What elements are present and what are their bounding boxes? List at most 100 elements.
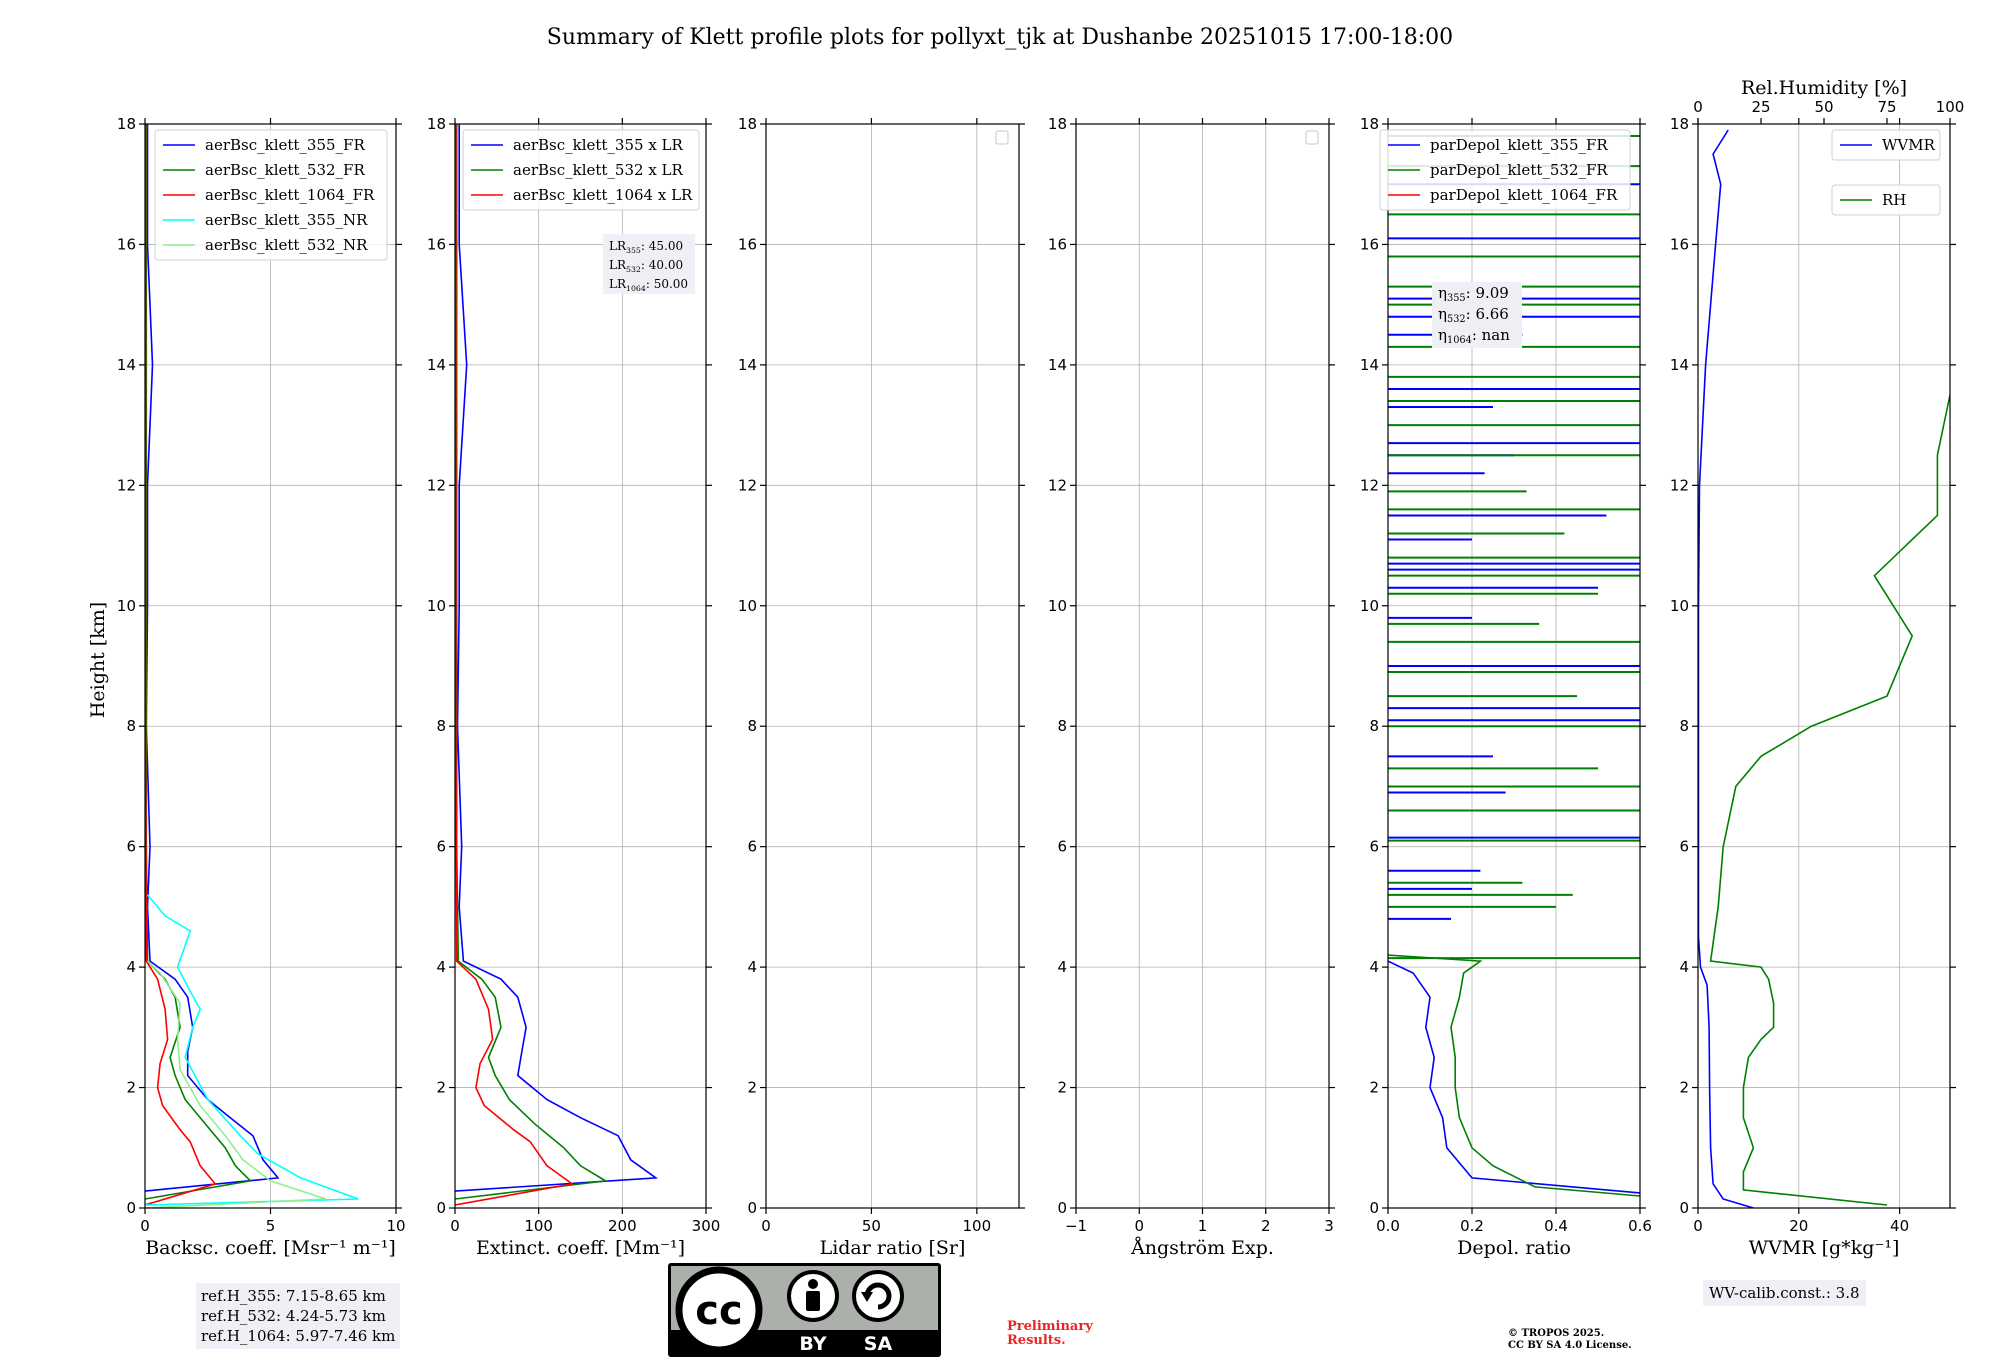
y-tick-label: 18 <box>117 115 136 133</box>
legend-box <box>462 129 700 211</box>
series-line-aerBsc_klett_355_NR <box>145 894 359 1206</box>
panel-lidar_ratio: 0 50 100 0 2 4 6 8 10 12 14 16 18 Lidar ratio [Sr] <box>738 115 1025 1259</box>
legend-backscatter: aerBsc_klett_355_FR aerBsc_klett_532_FRae… <box>154 129 388 261</box>
annotation-symbol: LR <box>609 239 627 253</box>
cc-by-sa-logo: cc BY SA <box>668 1263 941 1357</box>
annotation-box <box>603 234 695 294</box>
legend-label: aerBsc_klett_355_FR <box>205 136 365 154</box>
annotation-subscript: 1064 <box>626 284 646 293</box>
annotation-line: η355: 9.09 <box>1438 284 1509 304</box>
y-tick-label: 16 <box>1670 235 1689 253</box>
annotation-box <box>1432 282 1522 348</box>
x-tick-label: −1 <box>1065 1217 1087 1235</box>
cc-letters: cc <box>695 1288 742 1334</box>
annotation-symbol: LR <box>609 258 627 272</box>
y-tick-label: 4 <box>126 958 136 976</box>
x2-tick-label: 100 <box>1936 98 1965 116</box>
y-tick-label: 8 <box>1679 717 1689 735</box>
annotation-line: LR532: 40.00 <box>609 258 683 274</box>
x-tick-label: 0.0 <box>1376 1217 1400 1235</box>
y-tick-label: 10 <box>1670 597 1689 615</box>
axes-frame <box>765 123 1020 1209</box>
ref-height-1064: ref.H_1064: 5.97-7.46 km <box>201 1327 396 1345</box>
annotation-symbol: η <box>1438 284 1447 302</box>
legend-label: WVMR <box>1882 136 1936 154</box>
legend-box <box>1831 129 1941 161</box>
x-axis-label: Ångström Exp. <box>1130 1237 1274 1259</box>
y-tick-label: 2 <box>436 1079 446 1097</box>
x-tick-label: 200 <box>608 1217 637 1235</box>
y-tick-label: 6 <box>1369 838 1379 856</box>
legend-label: aerBsc_klett_1064 x LR <box>513 186 693 204</box>
y-tick-label: 8 <box>1369 717 1379 735</box>
x-tick-label: 0.2 <box>1460 1217 1484 1235</box>
y-tick-label: 2 <box>1057 1079 1067 1097</box>
y-tick-label: 6 <box>1057 838 1067 856</box>
series-line-aerBsc_klett_1064_FR <box>145 124 217 1206</box>
y-tick-label: 10 <box>1360 597 1379 615</box>
x-tick-label: 100 <box>524 1217 553 1235</box>
cc-circle-icon <box>675 1266 763 1354</box>
y-tick-label: 14 <box>1360 356 1379 374</box>
y-tick-label: 16 <box>1360 235 1379 253</box>
y-tick-label: 6 <box>436 838 446 856</box>
x-tick-label: 0 <box>1693 1217 1703 1235</box>
x-tick-label: 1 <box>1198 1217 1208 1235</box>
x-tick-label: 0 <box>140 1217 150 1235</box>
annotation-symbol: LR <box>609 277 627 291</box>
y-tick-label: 12 <box>1670 476 1689 494</box>
y-tick-label: 4 <box>747 958 757 976</box>
y-tick-label: 8 <box>126 717 136 735</box>
data-layer <box>455 124 659 1206</box>
legend-box <box>1831 184 1941 216</box>
sa-label: SA <box>864 1333 893 1355</box>
x-axis-label: Lidar ratio [Sr] <box>820 1237 966 1259</box>
legend-label: aerBsc_klett_355_NR <box>205 211 368 229</box>
x-tick-label: 0 <box>450 1217 460 1235</box>
y-tick-label: 4 <box>1057 958 1067 976</box>
y-tick-label: 4 <box>1369 958 1379 976</box>
y-tick-label: 18 <box>1360 115 1379 133</box>
series-line-aerBsc_klett_532_FR <box>145 124 253 1200</box>
x-tick-label: 50 <box>862 1217 881 1235</box>
x-tick-label: 3 <box>1324 1217 1334 1235</box>
legend-box <box>1379 129 1631 211</box>
axes-frame <box>1387 123 1641 1209</box>
x-tick-label: 100 <box>963 1217 992 1235</box>
legend-label: aerBsc_klett_1064_FR <box>205 186 375 204</box>
y-tick-label: 8 <box>436 717 446 735</box>
legend-label: parDepol_klett_355_FR <box>1430 136 1608 154</box>
annotation-symbol: η <box>1438 326 1447 344</box>
y-tick-label: 2 <box>126 1079 136 1097</box>
y-tick-label: 6 <box>747 838 757 856</box>
series-line-aerBsc_klett_532 x LR <box>455 124 609 1200</box>
x-tick-label: 10 <box>386 1217 405 1235</box>
y-tick-label: 10 <box>117 597 136 615</box>
y-tick-label: 2 <box>1369 1079 1379 1097</box>
y-tick-label: 4 <box>1679 958 1689 976</box>
x-tick-label: 300 <box>692 1217 721 1235</box>
annotation-value: : 40.00 <box>641 258 683 272</box>
panel-backscatter: 0 5 10 0 2 4 6 8 10 12 14 16 18 Backsc. coeff. [Msr⁻¹… <box>117 115 406 1259</box>
y-tick-label: 0 <box>126 1199 136 1217</box>
legend-label: aerBsc_klett_532_FR <box>205 161 365 179</box>
y-tick-label: 18 <box>1048 115 1067 133</box>
series-line-parDepol_klett_355_FR <box>1388 960 1640 1194</box>
y-tick-label: 6 <box>126 838 136 856</box>
by-label: BY <box>799 1333 826 1355</box>
x-tick-label: 0.6 <box>1628 1217 1652 1235</box>
x2-axis-label: Rel.Humidity [%] <box>1741 77 1907 99</box>
annotation-subscript: 1064 <box>1447 335 1472 346</box>
x-tick-label: 0 <box>761 1217 771 1235</box>
legend-label: aerBsc_klett_355 x LR <box>513 136 684 154</box>
y-tick-label: 14 <box>738 356 757 374</box>
annotation-subscript: 355 <box>626 246 641 255</box>
annotation-line: η1064: nan <box>1438 326 1510 346</box>
x2-tick-label: 75 <box>1877 98 1896 116</box>
y-tick-label: 2 <box>1679 1079 1689 1097</box>
y-tick-label: 12 <box>1048 476 1067 494</box>
